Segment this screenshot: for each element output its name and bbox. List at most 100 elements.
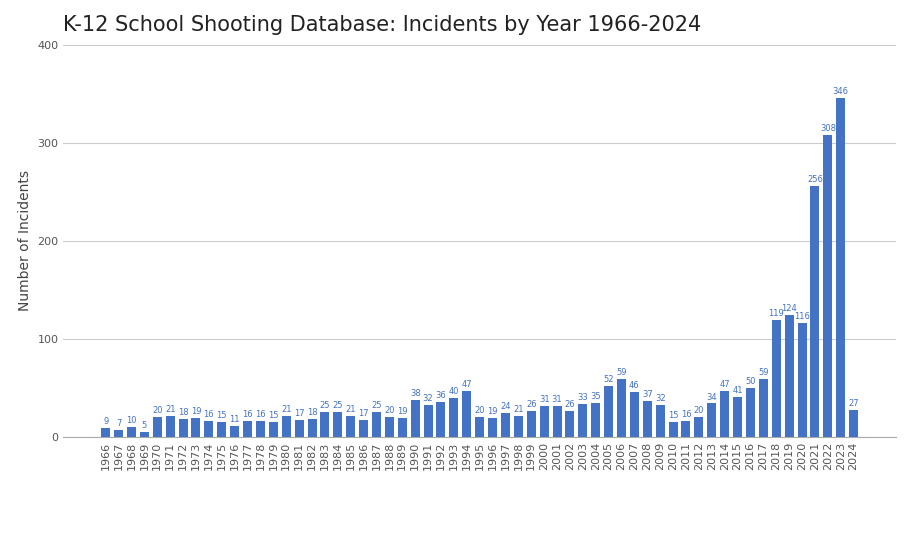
Bar (591, 403, 600, 437)
Text: 34: 34 (707, 393, 717, 402)
Bar (114, 430, 123, 437)
Bar (178, 419, 187, 437)
Text: 19: 19 (397, 407, 407, 416)
Text: 21: 21 (513, 405, 524, 414)
Bar (347, 416, 356, 437)
Bar (758, 379, 767, 437)
Text: 47: 47 (719, 380, 730, 389)
Bar (333, 412, 342, 437)
Text: 16: 16 (255, 410, 266, 419)
Text: 19: 19 (487, 407, 498, 416)
Text: 50: 50 (745, 377, 756, 386)
Bar (604, 386, 613, 437)
Text: 119: 119 (768, 309, 784, 318)
Text: 16: 16 (243, 410, 252, 419)
Text: 47: 47 (462, 380, 472, 389)
Bar (553, 407, 561, 437)
Bar (436, 402, 445, 437)
Text: 26: 26 (526, 400, 537, 409)
Text: 9: 9 (103, 417, 109, 426)
Text: 33: 33 (577, 394, 588, 403)
Text: 35: 35 (590, 391, 601, 400)
Bar (694, 417, 703, 437)
Bar (578, 404, 587, 437)
Bar (398, 418, 406, 437)
Bar (566, 411, 575, 437)
Bar (450, 398, 458, 437)
Bar (475, 417, 484, 437)
Bar (488, 418, 497, 437)
Y-axis label: Number of Incidents: Number of Incidents (18, 170, 32, 311)
Bar (539, 407, 548, 437)
Bar (308, 419, 317, 437)
Bar (617, 379, 626, 437)
Text: 346: 346 (833, 87, 849, 96)
Text: 59: 59 (758, 368, 768, 377)
Bar (230, 426, 239, 437)
Text: 40: 40 (449, 386, 459, 395)
Text: 25: 25 (332, 402, 343, 410)
Bar (707, 403, 716, 437)
Bar (669, 422, 678, 437)
Text: 10: 10 (127, 416, 137, 425)
Bar (101, 428, 110, 437)
Bar (824, 135, 833, 437)
Text: 24: 24 (500, 402, 510, 411)
Text: 15: 15 (668, 411, 679, 420)
Text: 21: 21 (165, 405, 176, 414)
Bar (372, 412, 381, 437)
Text: 25: 25 (371, 402, 382, 410)
Bar (269, 422, 278, 437)
Text: 18: 18 (177, 408, 188, 417)
Text: 116: 116 (794, 312, 810, 321)
Text: 17: 17 (294, 409, 304, 418)
Text: 16: 16 (681, 410, 691, 419)
Bar (411, 400, 420, 437)
Text: 5: 5 (142, 421, 147, 430)
Text: K-12 School Shooting Database: Incidents by Year 1966-2024: K-12 School Shooting Database: Incidents… (63, 15, 701, 35)
Bar (720, 391, 729, 437)
Text: 25: 25 (319, 402, 330, 410)
Bar (849, 410, 858, 437)
Bar (153, 417, 162, 437)
Bar (424, 405, 433, 437)
Bar (527, 411, 536, 437)
Text: 36: 36 (435, 390, 446, 400)
Bar (681, 421, 691, 437)
Text: 20: 20 (474, 406, 485, 416)
Bar (836, 97, 845, 437)
Text: 32: 32 (655, 394, 665, 403)
Text: 19: 19 (191, 407, 201, 416)
Bar (785, 315, 794, 437)
Bar (127, 427, 136, 437)
Text: 18: 18 (307, 408, 318, 417)
Text: 31: 31 (538, 395, 549, 404)
Text: 37: 37 (642, 390, 653, 399)
Text: 16: 16 (204, 410, 214, 419)
Bar (192, 418, 201, 437)
Bar (243, 421, 252, 437)
Bar (772, 320, 781, 437)
Bar (281, 416, 291, 437)
Text: 41: 41 (732, 386, 743, 395)
Text: 20: 20 (384, 406, 395, 416)
Bar (256, 421, 265, 437)
Bar (630, 392, 639, 437)
Text: 21: 21 (281, 405, 291, 414)
Bar (166, 416, 175, 437)
Bar (462, 391, 472, 437)
Text: 20: 20 (152, 406, 163, 416)
Text: 31: 31 (552, 395, 562, 404)
Text: 124: 124 (781, 304, 797, 314)
Text: 52: 52 (604, 375, 614, 384)
Text: 7: 7 (116, 419, 121, 428)
Text: 27: 27 (848, 399, 859, 408)
Text: 256: 256 (807, 175, 823, 184)
Bar (320, 412, 329, 437)
Bar (501, 413, 510, 437)
Bar (385, 417, 394, 437)
Text: 38: 38 (410, 389, 421, 398)
Bar (359, 420, 368, 437)
Text: 32: 32 (423, 394, 433, 403)
Text: 11: 11 (229, 415, 240, 424)
